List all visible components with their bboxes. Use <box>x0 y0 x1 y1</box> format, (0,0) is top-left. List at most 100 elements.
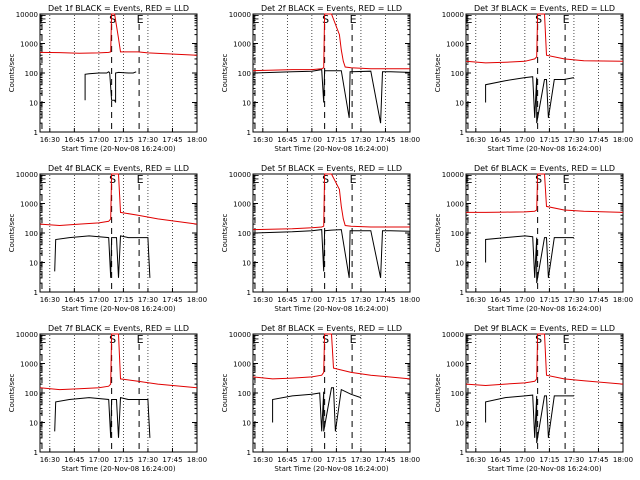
x-tick-label: 17:45 <box>588 296 608 304</box>
chart-panel-2: Det 2f BLACK = Events, RED = LLD 1 10 100 10… <box>221 4 420 153</box>
series-line-lld <box>39 13 198 56</box>
marker-label: E <box>350 333 357 346</box>
x-tick-label: 16:30 <box>40 456 60 464</box>
series-line-lld <box>39 333 198 391</box>
x-tick-label: 17:15 <box>326 456 346 464</box>
x-axis-label: Start Time (20-Nov-08 16:24:00) <box>61 145 175 153</box>
x-tick-label: 17:00 <box>302 296 322 304</box>
y-tick-label: 10 <box>455 260 464 268</box>
x-tick-label: 18:00 <box>613 456 633 464</box>
plot-frame <box>39 13 198 133</box>
y-axis-label: Counts/sec <box>221 54 229 93</box>
y-tick-label: 100 <box>451 390 464 398</box>
series-line-lld <box>465 333 624 387</box>
chart-title: Det 1f BLACK = Events, RED = LLD <box>48 4 189 13</box>
series-line-events <box>272 387 362 432</box>
y-tick-label: 1 <box>34 449 38 457</box>
chart-panel-7: Det 7f BLACK = Events, RED = LLD 1 10 100 10… <box>8 324 207 473</box>
marker-label: S <box>109 13 116 26</box>
y-tick-label: 1 <box>247 129 251 137</box>
y-tick-label: 10000 <box>229 11 251 19</box>
y-tick-label: 10 <box>29 100 38 108</box>
marker-label: E <box>465 13 472 26</box>
x-tick-label: 17:45 <box>162 296 182 304</box>
y-tick-label: 10 <box>455 420 464 428</box>
x-tick-label: 17:30 <box>351 136 371 144</box>
marker-label: E <box>39 333 46 346</box>
y-tick-label: 10000 <box>442 331 464 339</box>
x-tick-label: 17:30 <box>564 296 584 304</box>
x-tick-label: 17:45 <box>375 296 395 304</box>
x-tick-label: 18:00 <box>400 456 420 464</box>
marker-label: E <box>563 173 570 186</box>
plot-frame <box>252 13 411 133</box>
x-tick-label: 17:00 <box>89 136 109 144</box>
x-tick-label: 16:45 <box>490 296 510 304</box>
y-tick-label: 100 <box>238 230 251 238</box>
x-tick-label: 18:00 <box>613 296 633 304</box>
chart-title: Det 7f BLACK = Events, RED = LLD <box>48 324 189 333</box>
series-line-events <box>54 235 151 278</box>
x-tick-label: 17:15 <box>539 296 559 304</box>
marker-label: E <box>563 13 570 26</box>
y-tick-label: 1 <box>460 129 464 137</box>
marker-label: S <box>535 13 542 26</box>
chart-panel-8: Det 8f BLACK = Events, RED = LLD 1 10 100 10… <box>221 324 420 473</box>
chart-panel-9: Det 9f BLACK = Events, RED = LLD 1 10 100 10… <box>434 324 633 473</box>
chart-panel-5: Det 5f BLACK = Events, RED = LLD 1 10 100 10… <box>221 164 420 313</box>
series-line-lld <box>252 333 411 380</box>
x-tick-label: 16:30 <box>253 296 273 304</box>
plot-frame <box>465 13 624 133</box>
x-tick-label: 16:30 <box>466 136 486 144</box>
x-axis-label: Start Time (20-Nov-08 16:24:00) <box>487 465 601 473</box>
x-tick-label: 17:30 <box>564 456 584 464</box>
y-tick-label: 1000 <box>20 201 38 209</box>
series-line-lld <box>39 173 198 227</box>
y-axis-label: Counts/sec <box>434 214 442 253</box>
marker-label: S <box>322 173 329 186</box>
chart-title: Det 2f BLACK = Events, RED = LLD <box>261 4 402 13</box>
y-tick-label: 1 <box>247 289 251 297</box>
x-tick-label: 17:45 <box>588 456 608 464</box>
plot-frame <box>252 173 411 293</box>
x-tick-label: 16:45 <box>64 296 84 304</box>
x-tick-label: 16:45 <box>277 296 297 304</box>
y-tick-label: 1000 <box>233 201 251 209</box>
marker-label: E <box>137 13 144 26</box>
x-tick-label: 16:30 <box>253 136 273 144</box>
x-tick-label: 18:00 <box>187 296 207 304</box>
x-tick-label: 17:15 <box>326 136 346 144</box>
x-tick-label: 17:45 <box>162 136 182 144</box>
chart-title: Det 5f BLACK = Events, RED = LLD <box>261 164 402 173</box>
chart-panel-3: Det 3f BLACK = Events, RED = LLD 1 10 100 10… <box>434 4 633 153</box>
x-tick-label: 16:45 <box>64 136 84 144</box>
x-tick-label: 17:45 <box>375 136 395 144</box>
y-tick-label: 10000 <box>16 171 38 179</box>
x-tick-label: 17:45 <box>162 456 182 464</box>
y-tick-label: 1000 <box>20 361 38 369</box>
y-tick-label: 1000 <box>446 41 464 49</box>
y-tick-label: 1000 <box>20 41 38 49</box>
x-tick-label: 17:00 <box>302 136 322 144</box>
marker-label: E <box>563 333 570 346</box>
marker-label: E <box>465 173 472 186</box>
series-line-events <box>54 396 151 438</box>
y-tick-label: 100 <box>25 230 38 238</box>
y-tick-label: 10000 <box>229 171 251 179</box>
marker-label: S <box>535 333 542 346</box>
x-tick-label: 18:00 <box>187 456 207 464</box>
chart-title: Det 3f BLACK = Events, RED = LLD <box>474 4 615 13</box>
x-axis-label: Start Time (20-Nov-08 16:24:00) <box>274 145 388 153</box>
y-axis-label: Counts/sec <box>221 374 229 413</box>
y-tick-label: 1000 <box>446 361 464 369</box>
series-line-lld <box>252 13 410 72</box>
y-tick-label: 1000 <box>446 201 464 209</box>
marker-label: E <box>137 333 144 346</box>
y-tick-label: 10 <box>29 260 38 268</box>
chart-title: Det 4f BLACK = Events, RED = LLD <box>48 164 189 173</box>
chart-title: Det 9f BLACK = Events, RED = LLD <box>474 324 615 333</box>
chart-title: Det 8f BLACK = Events, RED = LLD <box>261 324 402 333</box>
y-tick-label: 100 <box>451 230 464 238</box>
y-axis-label: Counts/sec <box>8 54 16 93</box>
